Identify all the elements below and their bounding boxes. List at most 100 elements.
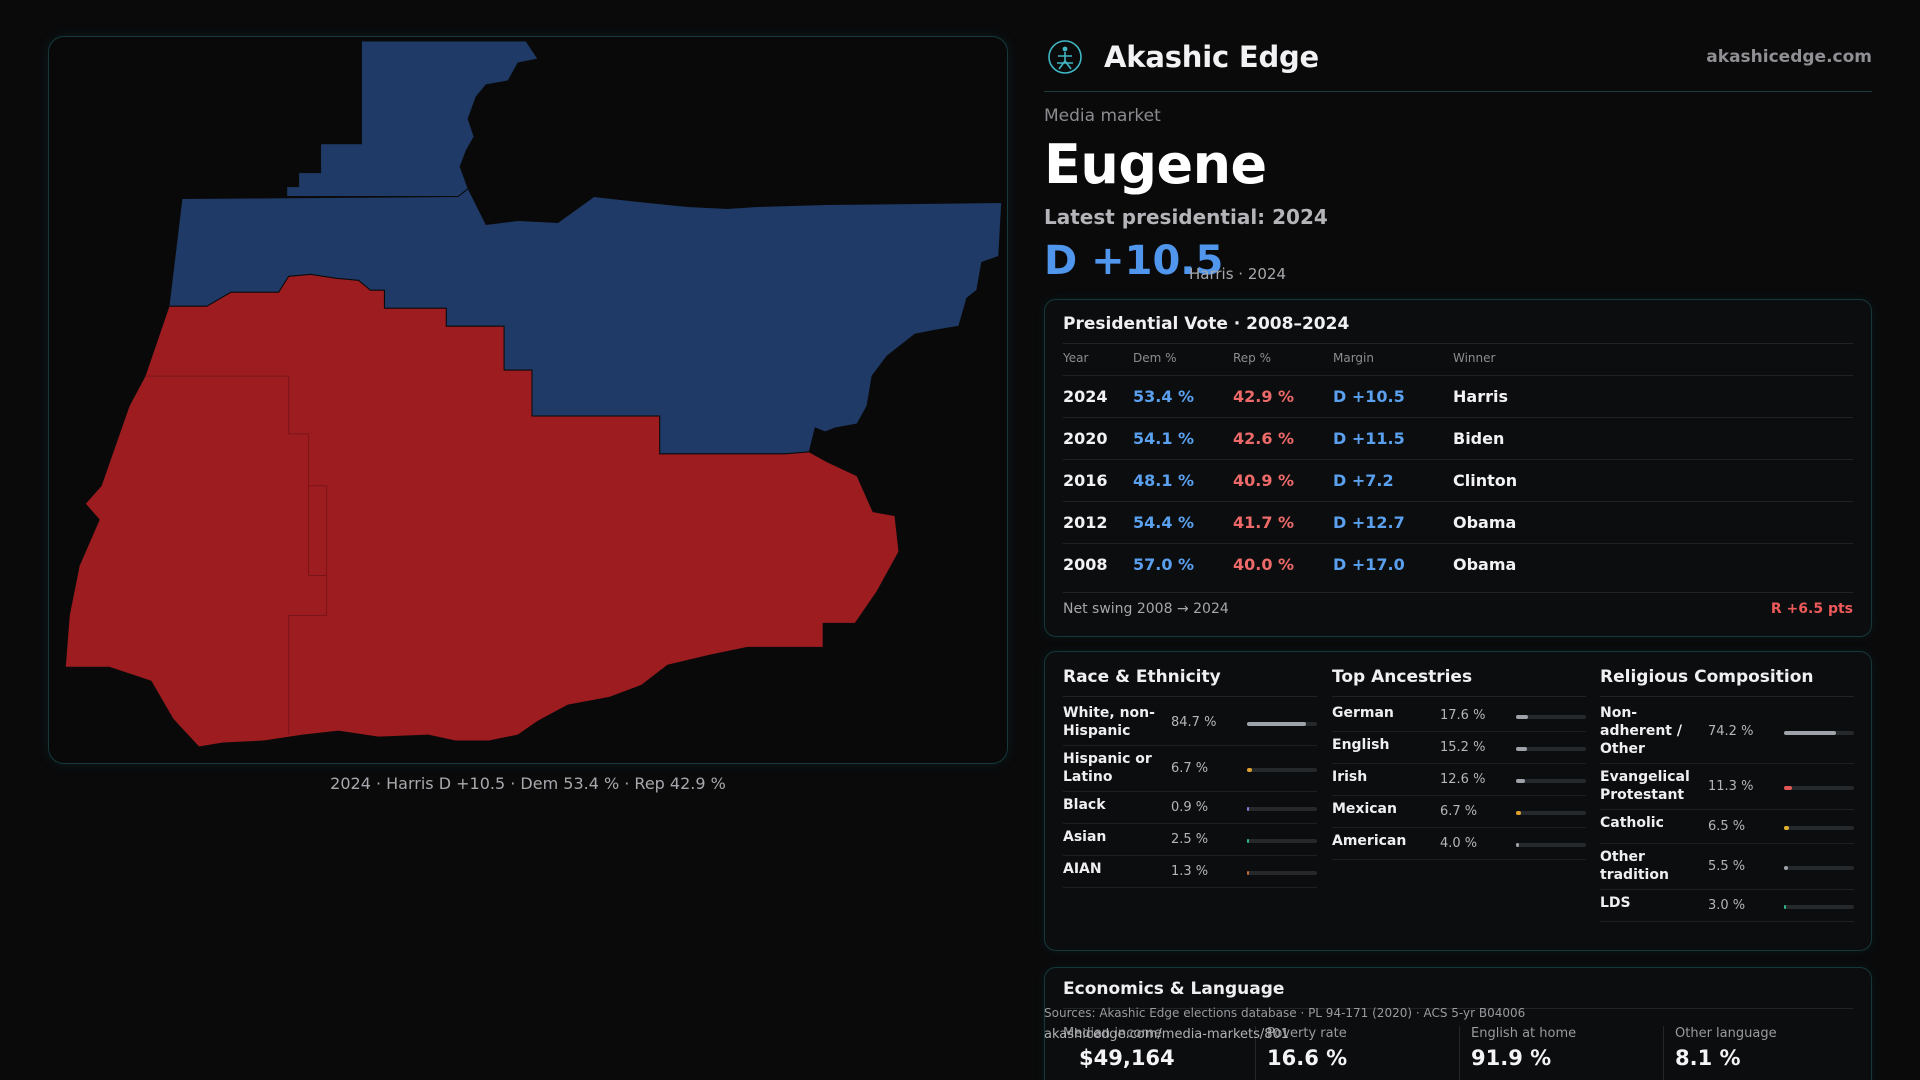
county-north-dem[interactable]: [286, 40, 539, 198]
presidential-vote-card: Presidential Vote · 2008–2024 Year Dem %…: [1044, 299, 1872, 637]
share-bar-track: [1516, 843, 1586, 847]
race-ethnicity-section: Race & Ethnicity White, non-Hispanic 84.7…: [1063, 652, 1317, 952]
share-bar-track: [1784, 866, 1854, 870]
item-value: 5.5 %: [1708, 859, 1746, 874]
header-divider: [1044, 91, 1872, 92]
economics-language-card: Economics & Language Median income $49,1…: [1044, 967, 1872, 1080]
county-boundary-lines: [145, 375, 328, 736]
share-bar-fill: [1247, 839, 1249, 843]
share-bar-track: [1247, 839, 1317, 843]
share-bar-track: [1247, 807, 1317, 811]
row-winner: Obama: [1453, 555, 1517, 574]
row-year: 2024: [1063, 387, 1108, 406]
akashic-emblem-icon[interactable]: [1047, 39, 1083, 75]
share-bar-fill: [1516, 843, 1519, 847]
share-bar-track: [1516, 747, 1586, 751]
brand-url-link[interactable]: akashicedge.com: [1706, 47, 1872, 67]
row-margin: D +10.5: [1333, 387, 1405, 406]
list-item: English 15.2 %: [1332, 732, 1586, 764]
race-section-divider: [1063, 696, 1317, 697]
list-item: Asian 2.5 %: [1063, 824, 1317, 856]
share-bar-fill: [1247, 722, 1307, 726]
list-item: Mexican 6.7 %: [1332, 796, 1586, 828]
county-map: [64, 40, 1003, 748]
median-income-stat: Median income $49,164: [1063, 1026, 1253, 1080]
econ-card-divider: [1063, 1008, 1853, 1009]
list-item: American 4.0 %: [1332, 828, 1586, 860]
item-label: Mexican: [1332, 801, 1397, 817]
table-row: 2016 48.1 % 40.9 % D +7.2 Clinton: [1063, 459, 1853, 501]
vote-table-header: Year Dem % Rep % Margin Winner: [1063, 351, 1853, 371]
col-year-header: Year: [1063, 351, 1089, 365]
demographics-card: Race & Ethnicity White, non-Hispanic 84.7…: [1044, 651, 1872, 951]
religion-section-divider: [1600, 696, 1854, 697]
share-bar-fill: [1247, 807, 1249, 811]
share-bar-fill: [1784, 786, 1792, 790]
item-label: LDS: [1600, 895, 1631, 911]
share-bar-fill: [1516, 747, 1527, 751]
permalink-link[interactable]: akashicedge.com/media-markets/801: [1044, 1027, 1290, 1042]
list-item: Catholic 6.5 %: [1600, 810, 1854, 844]
other-language-stat: Other language 8.1 %: [1675, 1026, 1865, 1080]
item-label: Irish: [1332, 769, 1368, 785]
ancestry-section: Top Ancestries German 17.6 % English 15.2 %…: [1332, 652, 1586, 952]
brand-header: Akashic Edge akashicedge.com: [1044, 38, 1872, 78]
row-margin: D +7.2: [1333, 471, 1394, 490]
row-rep-pct: 42.6 %: [1233, 429, 1295, 448]
headline-margin: D +10.5: [1044, 238, 1224, 284]
row-dem-pct: 48.1 %: [1133, 471, 1195, 490]
share-bar-fill: [1247, 871, 1249, 875]
religion-section-title: Religious Composition: [1600, 667, 1814, 687]
item-value: 6.5 %: [1708, 819, 1746, 834]
share-bar-track: [1247, 722, 1317, 726]
list-item: German 17.6 %: [1332, 700, 1586, 732]
item-label: German: [1332, 705, 1394, 721]
col-winner-header: Winner: [1453, 351, 1496, 365]
col-rep-header: Rep %: [1233, 351, 1272, 365]
row-rep-pct: 41.7 %: [1233, 513, 1295, 532]
religion-section: Religious Composition Non-adherent / Oth…: [1600, 652, 1854, 952]
item-label: English: [1332, 737, 1390, 753]
col-dem-header: Dem %: [1133, 351, 1177, 365]
row-dem-pct: 57.0 %: [1133, 555, 1195, 574]
stat-label: Other language: [1675, 1026, 1777, 1041]
map-caption: 2024 · Harris D +10.5 · Dem 53.4 % · Rep…: [330, 774, 726, 793]
list-item: Black 0.9 %: [1063, 792, 1317, 824]
item-label: Black: [1063, 797, 1106, 813]
item-value: 2.5 %: [1171, 832, 1209, 847]
poverty-rate-stat: Poverty rate 16.6 %: [1267, 1026, 1457, 1080]
row-rep-pct: 40.9 %: [1233, 471, 1295, 490]
market-map-panel: [48, 36, 1008, 764]
col-margin-header: Margin: [1333, 351, 1374, 365]
row-rep-pct: 40.0 %: [1233, 555, 1295, 574]
row-year: 2008: [1063, 555, 1108, 574]
county-south-rep[interactable]: [64, 273, 900, 748]
row-dem-pct: 53.4 %: [1133, 387, 1195, 406]
item-value: 17.6 %: [1440, 708, 1486, 723]
share-bar-fill: [1516, 715, 1529, 719]
stat-value: 91.9 %: [1471, 1046, 1552, 1070]
item-value: 1.3 %: [1171, 864, 1209, 879]
net-swing-value: R +6.5 pts: [1770, 601, 1853, 617]
row-winner: Obama: [1453, 513, 1517, 532]
list-item: Other tradition 5.5 %: [1600, 844, 1854, 890]
stat-label: English at home: [1471, 1026, 1577, 1041]
share-bar-fill: [1247, 768, 1252, 772]
item-label: Hispanic or Latino: [1063, 751, 1152, 785]
share-bar-fill: [1784, 731, 1836, 735]
item-value: 11.3 %: [1708, 779, 1754, 794]
stat-value: 8.1 %: [1675, 1046, 1741, 1070]
share-bar-fill: [1516, 811, 1521, 815]
ancestry-section-title: Top Ancestries: [1332, 667, 1473, 687]
vote-card-divider: [1063, 343, 1853, 344]
list-item: White, non-Hispanic 84.7 %: [1063, 700, 1317, 746]
share-bar-track: [1516, 779, 1586, 783]
share-bar-track: [1516, 715, 1586, 719]
item-value: 12.6 %: [1440, 772, 1486, 787]
stat-value: 16.6 %: [1267, 1046, 1348, 1070]
headline-margin-sub: Harris · 2024: [1189, 265, 1287, 283]
brand-name[interactable]: Akashic Edge: [1104, 40, 1320, 74]
item-value: 0.9 %: [1171, 800, 1209, 815]
race-section-title: Race & Ethnicity: [1063, 667, 1221, 687]
row-margin: D +12.7: [1333, 513, 1405, 532]
